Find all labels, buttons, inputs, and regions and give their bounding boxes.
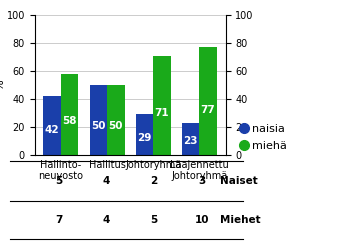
Text: 77: 77 (201, 105, 215, 115)
Text: 29: 29 (137, 133, 152, 143)
Text: 2: 2 (150, 176, 158, 186)
Bar (61, 74, 78, 155)
Text: 4: 4 (103, 176, 110, 186)
Text: 3: 3 (198, 176, 205, 186)
Text: 42: 42 (45, 125, 59, 135)
Text: 4: 4 (103, 215, 110, 225)
Text: 58: 58 (62, 116, 77, 126)
Text: 7: 7 (55, 215, 62, 225)
Text: Miehet: Miehet (220, 215, 261, 225)
Legend: naisia, miehä: naisia, miehä (242, 124, 286, 151)
Text: 10: 10 (194, 215, 209, 225)
Bar (90, 85, 107, 155)
Bar (107, 85, 125, 155)
Text: 50: 50 (91, 120, 105, 130)
Bar (136, 114, 153, 155)
Text: 50: 50 (109, 120, 123, 130)
Bar (199, 47, 217, 155)
Bar (182, 123, 199, 155)
Text: 5: 5 (150, 215, 158, 225)
Bar (153, 56, 171, 155)
Text: 5: 5 (55, 176, 62, 186)
Bar (43, 96, 61, 155)
Text: 71: 71 (155, 108, 169, 118)
Text: 23: 23 (183, 136, 198, 146)
Text: Naiset: Naiset (220, 176, 258, 186)
Y-axis label: %: % (0, 80, 5, 90)
